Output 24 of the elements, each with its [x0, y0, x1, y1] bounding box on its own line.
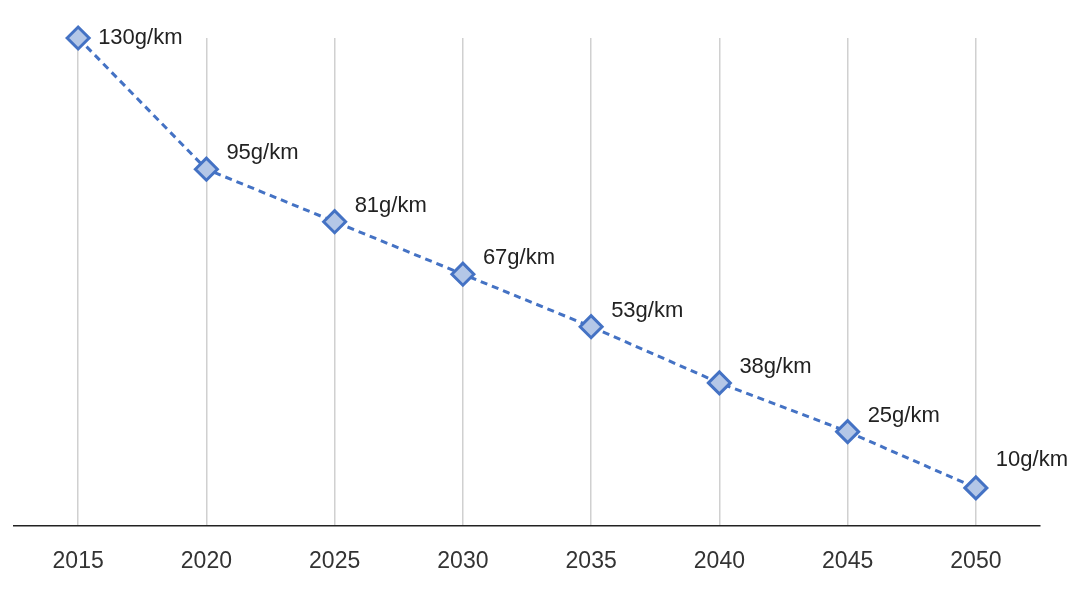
point	[322, 209, 348, 235]
data-label: 67g/km	[482, 244, 556, 270]
data-label: 81g/km	[354, 191, 427, 217]
x-tick-label: 2030	[437, 546, 489, 573]
point	[963, 475, 989, 501]
x-tick-label: 2050	[950, 546, 1002, 573]
x-tick-label: 2045	[822, 546, 874, 573]
data-label: 38g/km	[739, 352, 812, 378]
data-label: 130g/km	[98, 24, 183, 50]
x-tick-label: 2025	[309, 546, 361, 573]
x-tick-label: 2015	[52, 546, 104, 573]
point	[835, 419, 861, 445]
point	[578, 314, 604, 340]
data-label: 53g/km	[611, 296, 684, 322]
point	[65, 25, 91, 51]
data-label: 95g/km	[226, 139, 299, 165]
point	[193, 156, 219, 182]
x-tick-label: 2040	[693, 546, 745, 573]
point	[450, 261, 476, 287]
data-label: 10g/km	[995, 445, 1069, 471]
point	[706, 370, 732, 396]
data-label: 25g/km	[867, 401, 940, 427]
x-tick-label: 2020	[180, 546, 232, 573]
x-tick-label: 2035	[565, 546, 617, 573]
